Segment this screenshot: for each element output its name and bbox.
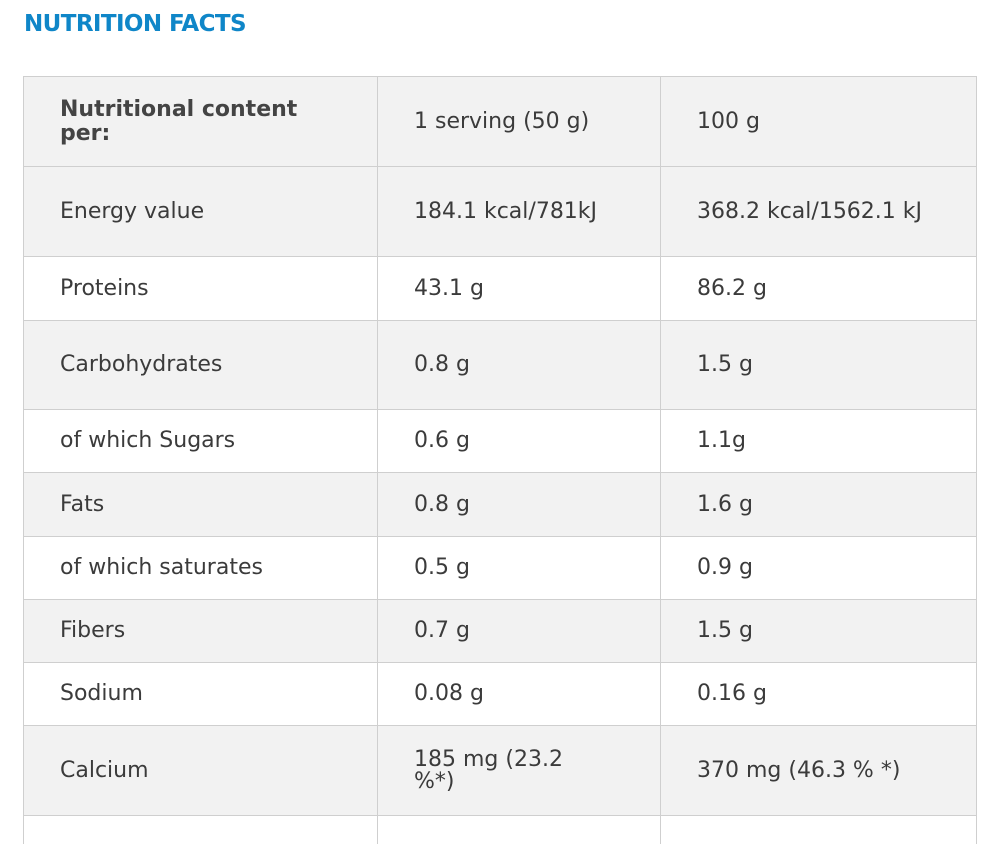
empty-cell	[661, 816, 977, 844]
table-row: of which saturates 0.5 g 0.9 g	[24, 537, 977, 600]
table-row: Proteins 43.1 g 86.2 g	[24, 257, 977, 321]
table-row: Energy value 184.1 kcal/781kJ 368.2 kcal…	[24, 167, 977, 257]
table-row-empty	[24, 816, 977, 844]
nutrition-facts-table: Nutritional content per: 1 serving (50 g…	[23, 76, 977, 844]
header-cell-per-serving: 1 serving (50 g)	[378, 77, 661, 167]
per-100g-value: 368.2 kcal/1562.1 kJ	[661, 167, 977, 257]
per-100g-value: 86.2 g	[661, 257, 977, 321]
per-serving-value: 0.8 g	[378, 473, 661, 537]
nutrient-name: of which Sugars	[24, 410, 378, 473]
per-serving-value: 0.08 g	[378, 663, 661, 726]
per-serving-value: 43.1 g	[378, 257, 661, 321]
per-serving-value: 0.6 g	[378, 410, 661, 473]
table-header-row: Nutritional content per: 1 serving (50 g…	[24, 77, 977, 167]
per-100g-value: 0.9 g	[661, 537, 977, 600]
per-100g-value: 1.5 g	[661, 600, 977, 663]
table-row: Calcium 185 mg (23.2 %*) 370 mg (46.3 % …	[24, 726, 977, 816]
per-100g-value: 1.5 g	[661, 321, 977, 410]
nutrient-name: Carbohydrates	[24, 321, 378, 410]
per-serving-value: 184.1 kcal/781kJ	[378, 167, 661, 257]
nutrient-name: Sodium	[24, 663, 378, 726]
per-100g-value: 1.6 g	[661, 473, 977, 537]
per-serving-value: 0.5 g	[378, 537, 661, 600]
per-100g-value: 0.16 g	[661, 663, 977, 726]
nutrient-name: Proteins	[24, 257, 378, 321]
per-serving-value: 185 mg (23.2 %*)	[378, 726, 661, 816]
section-title: NUTRITION FACTS	[24, 8, 246, 40]
nutrient-name: Energy value	[24, 167, 378, 257]
header-cell-per-100g: 100 g	[661, 77, 977, 167]
table-row: Sodium 0.08 g 0.16 g	[24, 663, 977, 726]
header-cell-nutrient: Nutritional content per:	[24, 77, 378, 167]
empty-cell	[24, 816, 378, 844]
per-serving-value: 0.8 g	[378, 321, 661, 410]
table-row: Carbohydrates 0.8 g 1.5 g	[24, 321, 977, 410]
per-100g-value: 370 mg (46.3 % *)	[661, 726, 977, 816]
nutrient-name: Fats	[24, 473, 378, 537]
table-row: Fats 0.8 g 1.6 g	[24, 473, 977, 537]
per-serving-value: 0.7 g	[378, 600, 661, 663]
table-row: Fibers 0.7 g 1.5 g	[24, 600, 977, 663]
empty-cell	[378, 816, 661, 844]
nutrient-name: of which saturates	[24, 537, 378, 600]
nutrient-name: Fibers	[24, 600, 378, 663]
per-100g-value: 1.1g	[661, 410, 977, 473]
nutrient-name: Calcium	[24, 726, 378, 816]
table-row: of which Sugars 0.6 g 1.1g	[24, 410, 977, 473]
